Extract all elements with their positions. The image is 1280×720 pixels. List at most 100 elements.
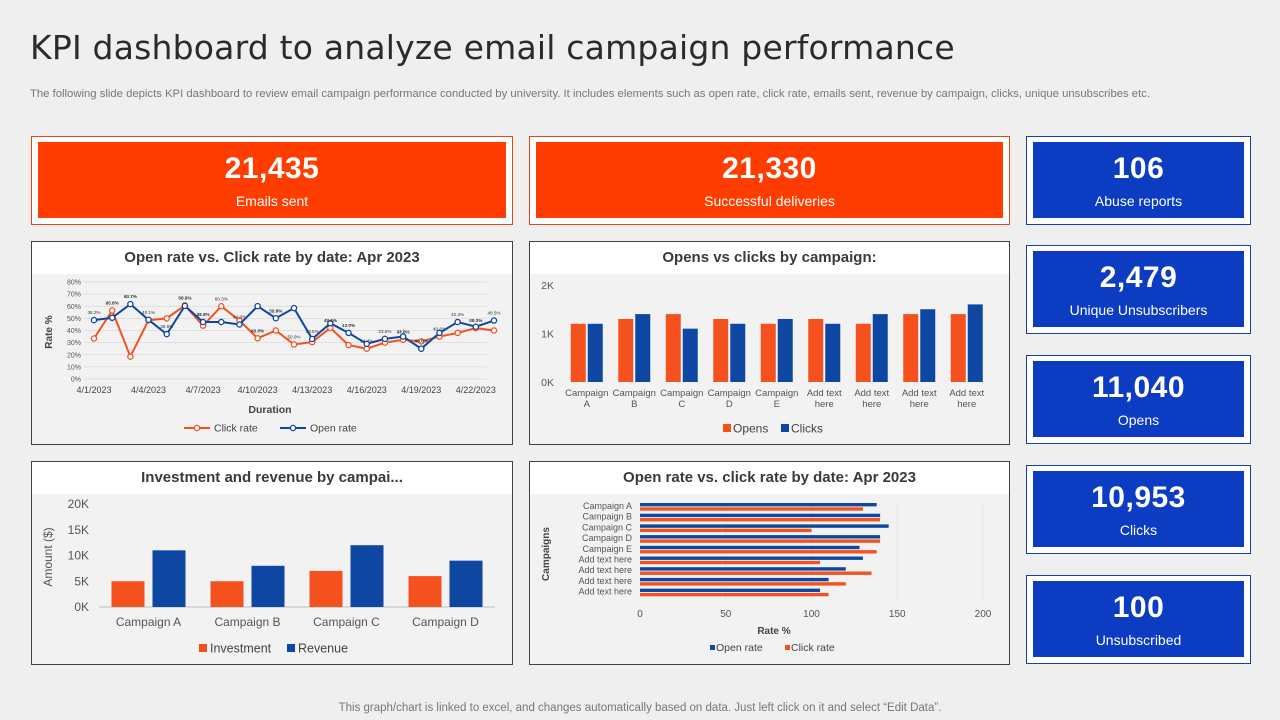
x-tick-label: Campaign C xyxy=(313,615,380,629)
data-label: 63.7% xyxy=(251,328,264,333)
x-tick-label: Add text xyxy=(949,388,984,399)
data-label: 38.5% xyxy=(306,329,319,334)
y-tick-label: 30% xyxy=(67,340,81,347)
kpi-value: 10,953 xyxy=(1091,480,1186,514)
kpi-label: Opens xyxy=(1117,411,1160,428)
bar xyxy=(408,576,442,607)
kpi-abuse-reports: 106 Abuse reports xyxy=(1026,136,1251,225)
y-tick-label: 70% xyxy=(67,292,81,299)
data-label: 50.5% xyxy=(269,308,282,313)
data-point xyxy=(90,335,98,342)
kpi-value: 100 xyxy=(1112,590,1165,624)
data-point xyxy=(181,302,189,310)
x-tick-label: Add text xyxy=(854,388,889,399)
y-tick-label: Campaign B xyxy=(582,512,632,522)
chart-title: Opens vs clicks by campaign: xyxy=(530,242,1009,274)
line-chart[interactable]: 0% 10% 20% 30% 40% 50% 60% 70% 80% 4/1/2023 4/4/20… xyxy=(32,242,512,444)
bar-chart[interactable]: 0K1K2KCampaignACampaignBCampaignCCampaig… xyxy=(530,242,1009,444)
data-label: 32.4% xyxy=(269,308,282,313)
data-label: 42.3% xyxy=(451,312,464,317)
data-point xyxy=(290,341,298,348)
x-tick-label: 50 xyxy=(720,609,732,620)
y-tick-label: 0K xyxy=(74,600,89,614)
data-point xyxy=(163,330,170,338)
bar xyxy=(251,565,285,607)
data-label: 60.3% xyxy=(469,318,482,323)
legend-swatch xyxy=(710,645,715,650)
kpi-label: Successful deliveries xyxy=(704,192,835,209)
data-label: 60.3% xyxy=(215,296,228,301)
bar xyxy=(682,328,698,382)
chart-panel-open-click-line: Open rate vs. Click rate by date: Apr 20… xyxy=(31,241,513,445)
bar xyxy=(640,582,846,586)
y-tick-label: 40% xyxy=(67,328,81,335)
data-point xyxy=(472,323,480,330)
bar xyxy=(640,567,846,571)
x-tick-label: 4/1/2023 xyxy=(76,385,111,395)
y-tick-label: 10K xyxy=(68,549,89,563)
bar xyxy=(640,571,872,575)
y-tick-label: Add text here xyxy=(578,576,632,586)
x-tick-label: 4/13/2023 xyxy=(292,385,332,395)
data-label: 43.0% xyxy=(342,323,355,328)
kpi-value: 11,040 xyxy=(1091,370,1186,404)
data-point xyxy=(345,341,352,349)
legend-label: Revenue xyxy=(298,642,348,656)
kpi-opens: 11,040 Opens xyxy=(1026,355,1251,444)
bar xyxy=(825,323,841,382)
page-subtitle: The following slide depicts KPI dashboar… xyxy=(30,88,1151,100)
x-tick-label: B xyxy=(631,399,637,410)
x-tick-label: Campaign xyxy=(660,388,703,399)
y-tick-label: 2K xyxy=(541,280,554,292)
data-label: 60.8% xyxy=(178,295,191,300)
data-label: 42.1% xyxy=(124,294,137,299)
data-label: 38.2% xyxy=(87,310,100,315)
x-tick-label: D xyxy=(726,399,733,410)
legend-label: Click rate xyxy=(791,642,835,654)
x-tick-label: C xyxy=(678,399,685,410)
data-point xyxy=(254,302,261,310)
data-label: 48.6% xyxy=(106,300,119,305)
y-tick-label: 1K xyxy=(541,329,554,341)
data-point xyxy=(199,318,207,326)
y-axis-label: Campaigns xyxy=(541,527,552,581)
data-point xyxy=(108,307,116,314)
bar xyxy=(618,318,634,382)
data-label: 26.8% xyxy=(106,300,119,305)
data-point xyxy=(454,329,461,337)
bar xyxy=(903,314,919,382)
y-tick-label: 80% xyxy=(67,280,81,287)
y-tick-label: 10% xyxy=(67,364,81,371)
bar xyxy=(640,507,863,511)
y-tick-label: 60% xyxy=(67,304,81,311)
bar xyxy=(640,577,829,582)
legend-swatch xyxy=(785,645,790,650)
bar xyxy=(640,588,821,592)
data-point xyxy=(327,319,334,327)
chart-panel-open-click-hbar: Open rate vs. click rate by date: Apr 20… xyxy=(529,461,1010,665)
data-point xyxy=(272,327,280,334)
chart-title: Open rate vs. click rate by date: Apr 20… xyxy=(530,462,1009,494)
data-point xyxy=(236,321,243,328)
legend-label: Clicks xyxy=(791,422,823,436)
y-tick-label: 0K xyxy=(541,377,554,389)
bar xyxy=(713,318,729,382)
x-tick-label: here xyxy=(910,399,929,410)
x-tick-label: Campaign D xyxy=(412,615,479,629)
kpi-label: Clicks xyxy=(1119,521,1158,538)
bar xyxy=(640,545,860,550)
x-tick-label: Campaign xyxy=(755,388,798,399)
bar xyxy=(635,314,651,382)
x-tick-label: here xyxy=(862,399,881,410)
data-label: 34.4% xyxy=(360,339,373,344)
bar xyxy=(111,581,145,607)
data-label: 41.0% xyxy=(251,328,264,333)
y-tick-label: 20K xyxy=(68,497,89,511)
bar xyxy=(665,314,681,382)
y-tick-label: Campaign E xyxy=(582,544,632,554)
bar-chart[interactable]: 0K 5K 10K 15K 20K Amount ($) Campaign A Campaig… xyxy=(32,462,512,664)
bar xyxy=(640,560,821,565)
y-tick-label: Add text here xyxy=(578,565,632,575)
data-point xyxy=(163,315,170,322)
